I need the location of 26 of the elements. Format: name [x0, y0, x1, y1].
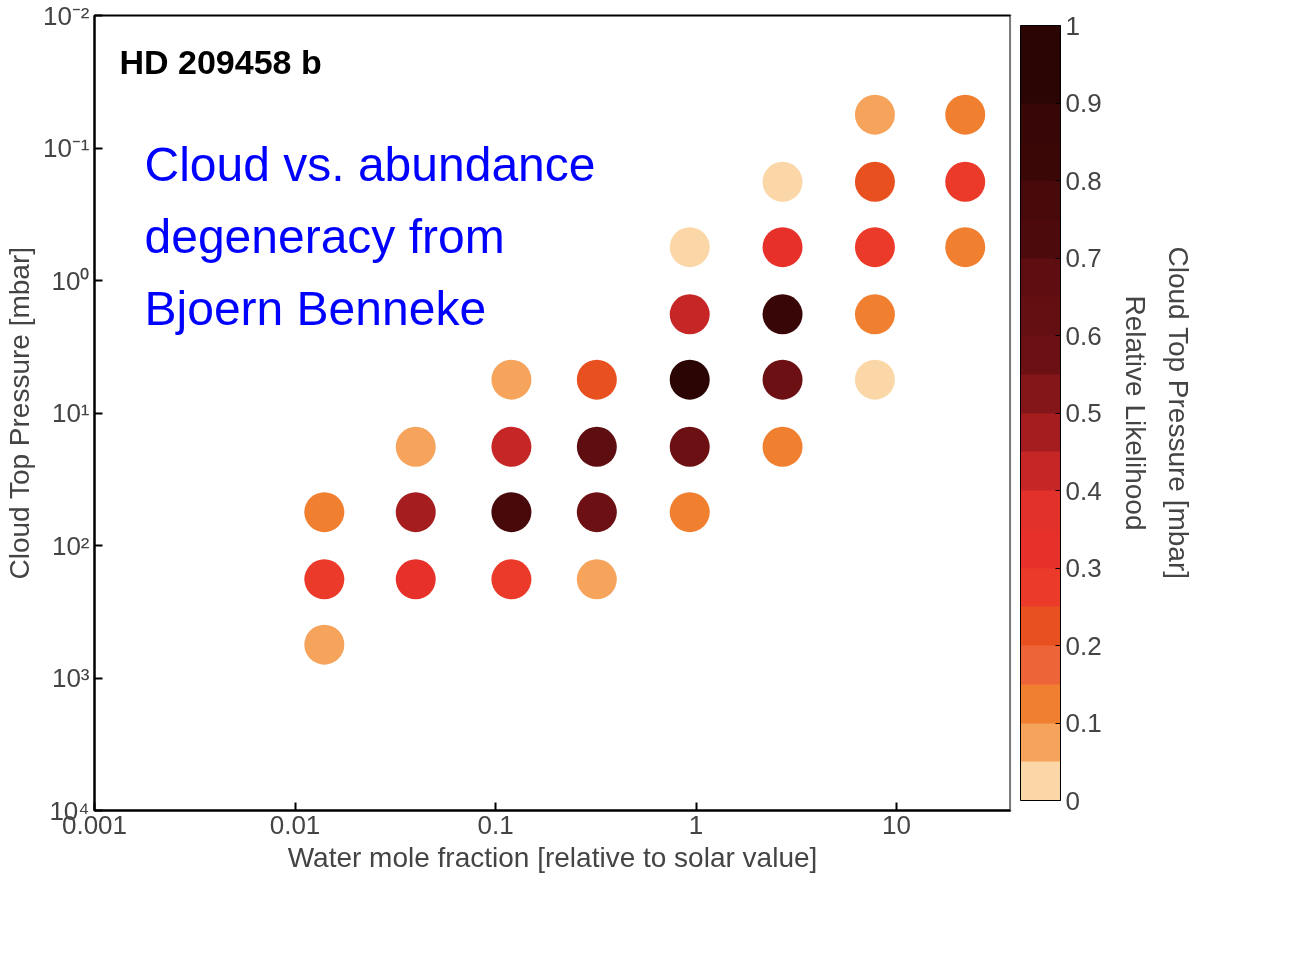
y-tick-label: 10¹	[51, 398, 90, 428]
x-tick-label: 0.01	[269, 809, 321, 840]
y-tick-label: 10⁻¹	[42, 133, 90, 163]
color-bar-label: 1	[1065, 10, 1080, 41]
color-bar-label: 0.8	[1065, 165, 1102, 196]
color-bar-label: 0.3	[1065, 553, 1102, 583]
y-tick-label: 10³	[51, 663, 90, 693]
color-bar-title: Relative Likelihood Cloud Top Pressure [mbar]	[1119, 246, 1194, 580]
annotation: Cloud vs. abundance degeneracy from Bjoern Benneke	[144, 137, 596, 335]
y-axis-title: Cloud Top Pressure [mbar]	[3, 246, 35, 580]
y-tick-label: 10⁻²	[42, 0, 90, 31]
y-tick-label: 10²	[51, 530, 90, 561]
color-bar-label: 0.7	[1065, 243, 1102, 273]
x-tick-label: 0.1	[477, 809, 514, 840]
color-bar-label: 0.6	[1065, 320, 1102, 351]
x-tick-label: 1	[688, 809, 704, 840]
color-bar-label: 0.4	[1065, 475, 1102, 506]
x-axis-title: Water mole fraction [relative to solar value]	[287, 841, 818, 873]
color-bar-label: 0.5	[1065, 398, 1102, 428]
color-bar-label: 0	[1065, 785, 1080, 816]
x-tick-label: 10	[882, 809, 912, 840]
color-bar-label: 0.9	[1065, 88, 1102, 118]
color-bar-label: 0.1	[1065, 708, 1102, 738]
annotation: HD 209458 b	[119, 42, 322, 81]
y-tick-label: 10⁰	[51, 265, 90, 296]
color-bar-label: 0.2	[1065, 630, 1102, 661]
